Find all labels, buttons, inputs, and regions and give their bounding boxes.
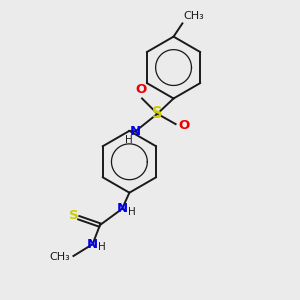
Text: S: S (152, 106, 163, 121)
Text: H: H (98, 242, 106, 252)
Text: H: H (125, 135, 133, 145)
Text: N: N (87, 238, 98, 251)
Text: N: N (130, 125, 141, 138)
Text: CH₃: CH₃ (49, 253, 70, 262)
Text: CH₃: CH₃ (184, 11, 205, 21)
Text: O: O (178, 119, 189, 132)
Text: S: S (69, 209, 78, 222)
Text: O: O (135, 83, 146, 96)
Text: N: N (116, 202, 128, 215)
Text: H: H (128, 207, 135, 218)
